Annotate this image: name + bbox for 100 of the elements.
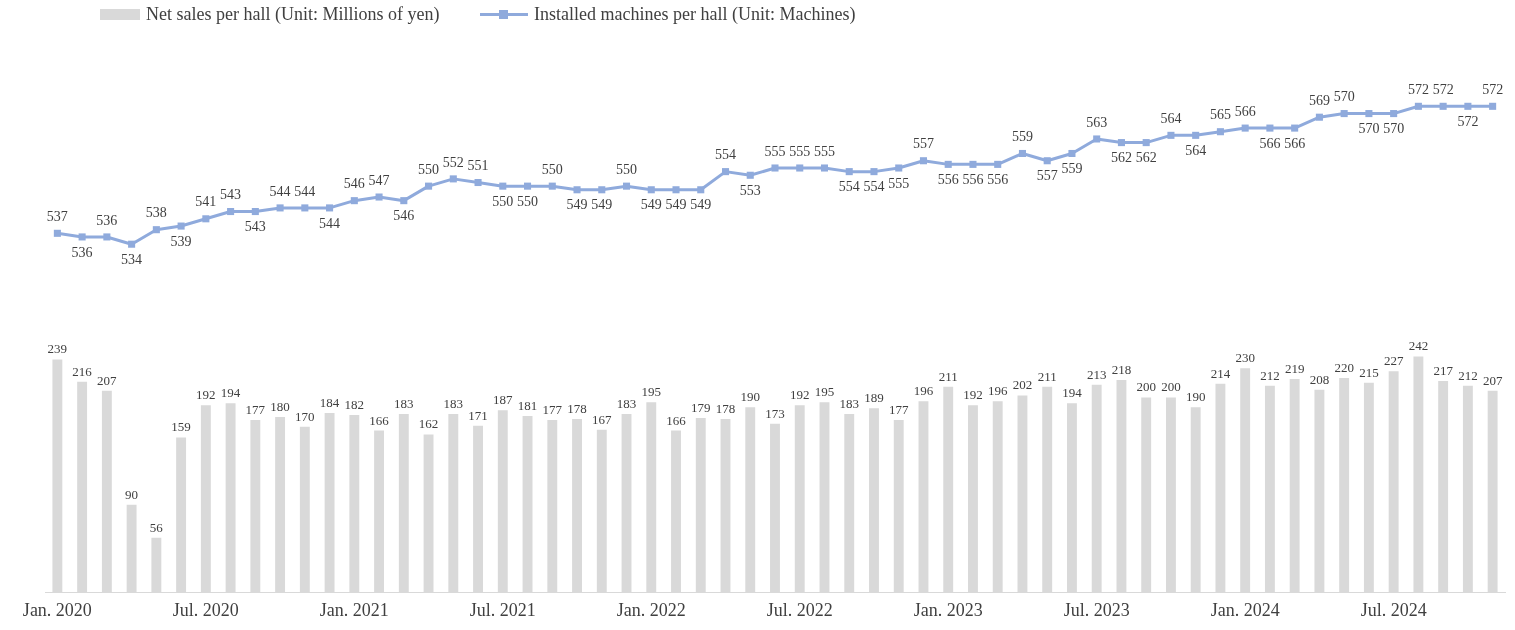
data-label: 217 [1433,362,1454,378]
point [1365,110,1373,118]
data-label: 183 [839,395,859,411]
data-label: 170 [295,408,315,424]
data-label: 562 [1135,150,1157,166]
data-label: 557 [1036,168,1058,184]
data-label: 550 [517,193,539,209]
data-label: 239 [47,341,68,357]
point [152,226,160,234]
data-label: 572 [1457,113,1479,129]
data-label: 212 [1260,367,1280,383]
x-tick-label: Jul. 2024 [1360,599,1427,620]
point [622,182,631,190]
data-label: 211 [938,368,958,384]
data-label: 549 [640,197,662,213]
data-label: 207 [97,372,118,388]
point [474,178,482,187]
data-label: 177 [888,401,909,417]
data-label: 539 [170,233,192,249]
data-label: 549 [690,197,712,213]
data-label: 544 [319,215,341,231]
data-label: 553 [739,182,761,198]
data-label: 559 [1011,129,1033,145]
data-label: 566 [1259,135,1281,151]
data-label: 549 [591,197,613,213]
x-tick-label: Jan. 2021 [319,599,389,620]
data-label: 196 [913,383,934,399]
point [1093,135,1101,143]
data-label: 564 [1185,143,1207,159]
data-label: 200 [1161,379,1181,395]
point [1068,149,1076,158]
data-label: 183 [616,395,637,411]
data-label: 566 [1234,103,1256,119]
data-label: 544 [294,183,316,199]
x-tick-label: Jul. 2023 [1063,599,1130,620]
data-label: 543 [220,187,242,203]
point [598,186,606,194]
point [1315,113,1323,121]
point [1018,149,1026,158]
point [78,233,86,241]
point [375,193,383,201]
point [746,171,754,179]
data-label: 564 [1160,111,1182,127]
data-label: 159 [171,419,191,435]
point [548,182,556,190]
data-label: 549 [665,197,687,213]
data-label: 554 [863,179,885,195]
point [128,240,136,248]
data-label: 219 [1284,360,1305,376]
data-label: 211 [1037,368,1057,384]
data-label: 187 [493,392,514,408]
point [53,229,61,237]
data-label: 200 [1136,379,1156,395]
point [350,197,358,205]
data-label: 208 [1309,371,1330,387]
data-label: 546 [393,208,415,224]
data-label: 181 [517,397,538,413]
point [647,186,655,194]
point [202,215,210,223]
data-label: 550 [418,161,440,177]
point [1266,124,1274,132]
data-label: 178 [567,400,587,416]
data-label: 556 [987,172,1009,188]
point [499,182,507,190]
point [820,164,829,172]
data-label: 572 [1482,81,1504,97]
data-label: 214 [1210,365,1231,381]
x-tick-label: Jan. 2022 [616,599,686,620]
data-label: 167 [592,411,613,427]
data-label: 207 [1482,372,1503,388]
data-label: 546 [343,176,365,192]
point [301,204,309,212]
data-label: 220 [1334,359,1354,375]
data-label: 166 [369,412,390,428]
data-label: 178 [715,400,736,416]
data-label: 570 [1358,121,1380,137]
data-label: 565 [1209,107,1231,123]
data-label: 180 [270,398,290,414]
data-label: 216 [72,363,93,379]
data-label: 218 [1111,361,1132,377]
legend-label: Net sales per hall (Unit: Millions of yen) [146,4,440,25]
data-label: 183 [394,395,414,411]
data-label: 555 [813,143,835,159]
data-label: 202 [1012,377,1033,393]
data-label: 556 [937,172,959,188]
point [1439,102,1447,110]
point [1241,124,1249,132]
point [1414,102,1422,110]
x-tick-label: Jan. 2024 [1210,599,1280,620]
x-tick-label: Jul. 2020 [172,599,239,620]
data-label: 190 [740,389,760,405]
data-label: 543 [244,219,266,235]
data-label: 90 [125,486,139,502]
data-label: 195 [814,384,835,400]
data-label: 554 [715,147,737,163]
data-label: 179 [691,399,711,415]
point [1216,128,1224,136]
x-tick-label: Jul. 2022 [766,599,833,620]
point [425,182,433,190]
data-label: 215 [1359,364,1379,380]
